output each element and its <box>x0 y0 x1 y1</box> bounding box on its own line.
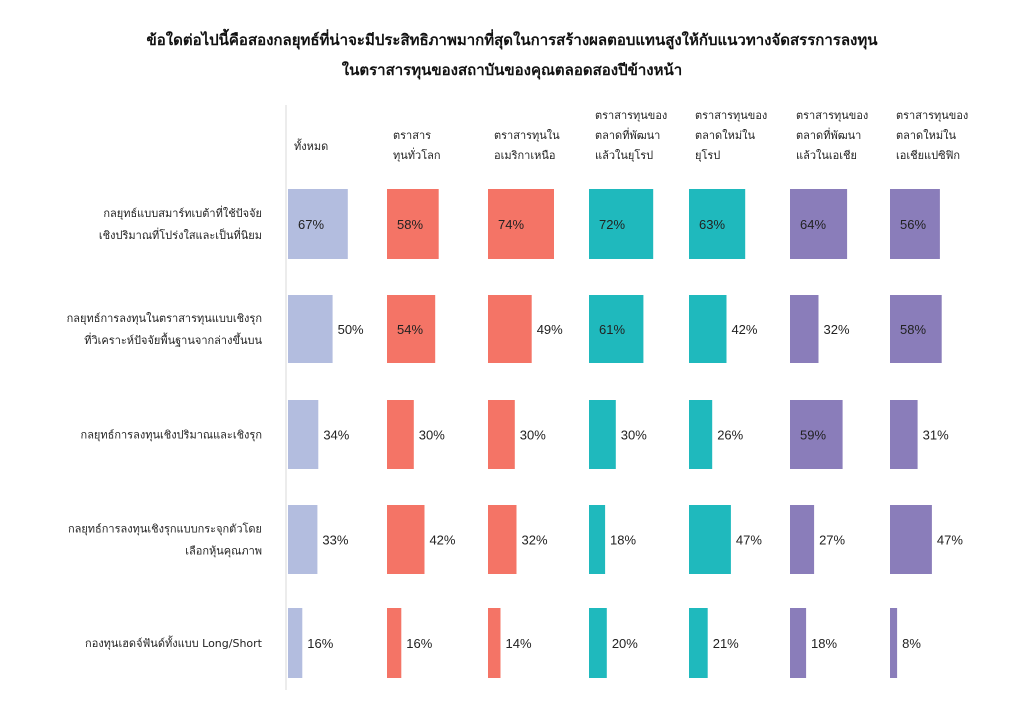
data-label-r4-c2: 14% <box>505 636 531 651</box>
bar-r2-c6 <box>890 400 918 469</box>
bar-r3-c2 <box>488 505 517 574</box>
column-header-6-line-0: ตราสารทุนของ <box>896 109 968 122</box>
column-header-2-line-0: ตราสารทุนใน <box>494 129 560 142</box>
row-label-3-line-1: เลือกหุ้นคุณภาพ <box>185 545 262 558</box>
row-label-3-line-0: กลยุทธ์การลงทุนเชิงรุกแบบกระจุกตัวโดย <box>68 522 262 536</box>
data-label-r0-c4: 63% <box>699 217 725 232</box>
bar-r4-c4 <box>689 608 708 678</box>
data-label-r0-c5: 64% <box>800 217 826 232</box>
column-header-3-line-1: ตลาดที่พัฒนา <box>595 127 660 142</box>
bar-r4-c3 <box>589 608 607 678</box>
bar-r2-c0 <box>288 400 319 469</box>
data-label-r0-c1: 58% <box>397 217 423 232</box>
bar-r1-c5 <box>790 295 819 363</box>
row-label-4-line-0: กองทุนเฮดจ์ฟันด์ทั้งแบบ Long/Short <box>85 635 263 650</box>
data-label-r0-c6: 56% <box>900 217 926 232</box>
data-label-r0-c2: 74% <box>498 217 524 232</box>
data-label-r3-c5: 27% <box>819 533 845 548</box>
data-label-r3-c6: 47% <box>937 533 963 548</box>
bar-r4-c2 <box>488 608 501 678</box>
data-label-r3-c1: 42% <box>429 533 455 548</box>
bar-r1-c2 <box>488 295 532 363</box>
column-header-4-line-0: ตราสารทุนของ <box>695 109 767 122</box>
bar-r1-c6 <box>890 295 942 363</box>
data-label-r3-c0: 33% <box>322 533 348 548</box>
data-label-r2-c5: 59% <box>800 428 826 443</box>
bar-r2-c3 <box>589 400 616 469</box>
bar-r3-c4 <box>689 505 731 574</box>
column-header-3-line-0: ตราสารทุนของ <box>595 109 667 122</box>
data-label-r0-c3: 72% <box>599 217 625 232</box>
chart-title-line-2: ในตราสารทุนของสถาบันของคุณตลอดสองปีข้างห… <box>341 61 683 79</box>
bar-r4-c0 <box>288 608 303 678</box>
column-header-1-line-0: ตราสาร <box>393 129 431 142</box>
bar-r3-c5 <box>790 505 815 574</box>
bar-r4-c6 <box>890 608 898 678</box>
column-header-2-line-1: อเมริกาเหนือ <box>494 149 556 162</box>
column-header-4-line-2: ยุโรป <box>695 148 720 162</box>
bar-r2-c4 <box>689 400 713 469</box>
bar-r1-c0 <box>288 295 333 363</box>
bar-r1-c1 <box>387 295 436 363</box>
column-header-1-line-1: ทุนทั่วโลก <box>393 147 441 162</box>
data-label-r2-c4: 26% <box>717 428 743 443</box>
data-label-r2-c3: 30% <box>621 428 647 443</box>
bar-r2-c1 <box>387 400 414 469</box>
data-label-r3-c2: 32% <box>522 533 548 548</box>
bar-r4-c1 <box>387 608 402 678</box>
data-label-r4-c5: 18% <box>811 636 837 651</box>
bar-r0-c1 <box>387 189 439 259</box>
bar-r1-c3 <box>589 295 644 363</box>
data-label-r3-c3: 18% <box>610 533 636 548</box>
row-label-0-line-0: กลยุทธ์แบบสมาร์ทเบต้าที่ใช้ปัจจัย <box>103 205 262 220</box>
bar-r0-c4 <box>689 189 746 259</box>
bar-r4-c5 <box>790 608 807 678</box>
bar-r0-c5 <box>790 189 848 259</box>
column-header-5-line-2: แล้วในเอเชีย <box>796 149 857 162</box>
data-label-r2-c6: 31% <box>923 428 949 443</box>
bar-r0-c2 <box>488 189 554 259</box>
data-label-r1-c6: 58% <box>900 322 926 337</box>
column-header-4-line-1: ตลาดใหม่ใน <box>695 129 755 142</box>
data-label-r4-c1: 16% <box>406 636 432 651</box>
data-label-r2-c2: 30% <box>520 428 546 443</box>
column-header-6-line-2: เอเชียแปซิฟิก <box>896 149 960 162</box>
column-header-0-line-0: ทั้งหมด <box>294 138 328 153</box>
bar-r3-c0 <box>288 505 318 574</box>
data-label-r4-c6: 8% <box>902 636 921 651</box>
column-header-5-line-0: ตราสารทุนของ <box>796 109 868 122</box>
data-label-r4-c3: 20% <box>612 636 638 651</box>
data-label-r1-c4: 42% <box>731 322 757 337</box>
row-label-2-line-0: กลยุทธ์การลงทุนเชิงปริมาณและเชิงรุก <box>81 429 262 442</box>
data-label-r1-c0: 50% <box>338 322 364 337</box>
data-label-r4-c4: 21% <box>713 636 739 651</box>
row-label-0-line-1: เชิงปริมาณที่โปร่งใสและเป็นที่นิยม <box>99 227 262 242</box>
data-label-r2-c1: 30% <box>419 428 445 443</box>
column-header-6-line-1: ตลาดใหม่ใน <box>896 129 956 142</box>
data-label-r2-c0: 34% <box>323 428 349 443</box>
bar-r0-c3 <box>589 189 654 259</box>
bar-r3-c1 <box>387 505 425 574</box>
bar-r2-c2 <box>488 400 515 469</box>
column-header-3-line-2: แล้วในยุโรป <box>595 148 653 162</box>
data-label-r1-c1: 54% <box>397 322 423 337</box>
bar-r1-c4 <box>689 295 727 363</box>
data-label-r1-c3: 61% <box>599 322 625 337</box>
bar-r3-c3 <box>589 505 606 574</box>
bar-r3-c6 <box>890 505 932 574</box>
data-label-r1-c2: 49% <box>537 322 563 337</box>
bar-r0-c0 <box>288 189 348 259</box>
data-label-r0-c0: 67% <box>298 217 324 232</box>
data-label-r1-c5: 32% <box>824 322 850 337</box>
data-label-r3-c4: 47% <box>736 533 762 548</box>
column-header-5-line-1: ตลาดที่พัฒนา <box>796 127 861 142</box>
chart-title-line-1: ข้อใดต่อไปนี้คือสองกลยุทธ์ที่น่าจะมีประส… <box>146 31 878 49</box>
bar-r2-c5 <box>790 400 843 469</box>
row-label-1-line-0: กลยุทธ์การลงทุนในตราสารทุนแบบเชิงรุก <box>67 312 262 325</box>
row-label-1-line-1: ที่วิเคราะห์ปัจจัยพื้นฐานจากล่างขึ้นบน <box>84 332 262 347</box>
data-label-r4-c0: 16% <box>307 636 333 651</box>
bar-r0-c6 <box>890 189 940 259</box>
